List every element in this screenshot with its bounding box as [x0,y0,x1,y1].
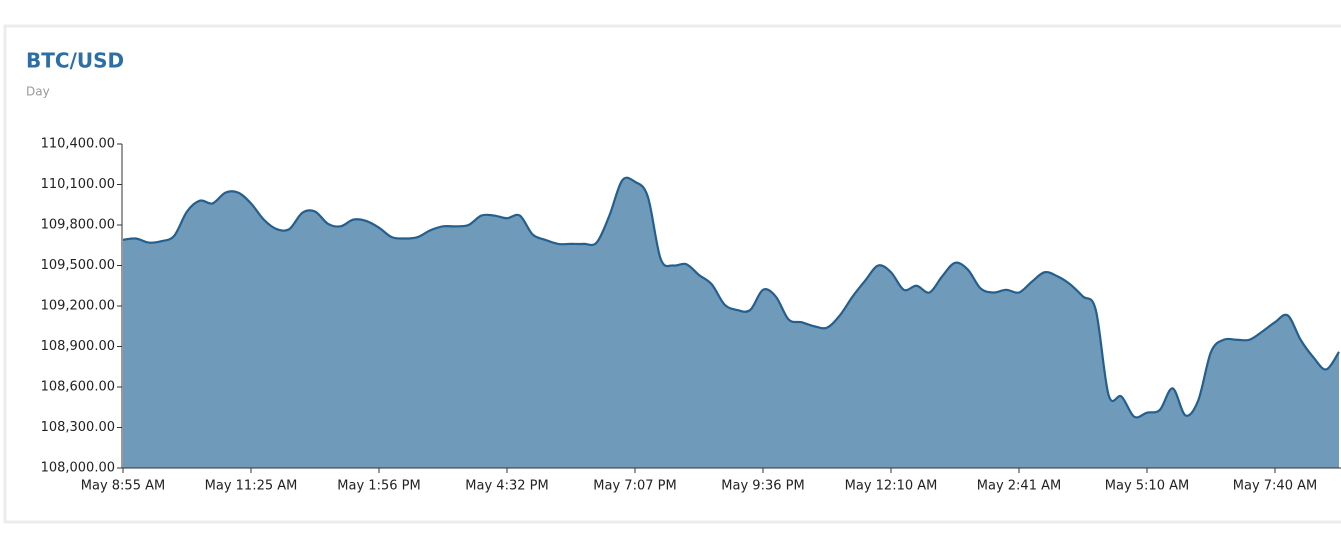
price-line [122,176,1340,419]
y-tick-label: 109,800.00 [41,218,115,233]
chart-title: BTC/USD [26,49,124,73]
y-tick-label: 110,400.00 [41,137,115,152]
y-tick-label: 109,200.00 [41,299,115,314]
y-tick-label: 108,600.00 [41,380,115,395]
y-tick-label: 109,500.00 [41,258,115,273]
y-tick-label: 108,300.00 [41,420,115,435]
x-tick-label: May 12:10 AM [845,479,938,494]
x-tick-label: May 5:10 AM [1105,479,1189,494]
x-tick-label: May 4:32 PM [465,479,548,494]
x-tick-label: May 2:41 AM [977,479,1061,494]
area-fill [123,177,1339,468]
x-tick-label: May 9:36 PM [721,479,804,494]
x-tick-label: May 8:55 AM [81,479,165,494]
y-tick-label: 108,000.00 [41,461,115,476]
y-tick-label: 110,100.00 [41,177,115,192]
x-tick-label: May 7:07 PM [593,479,676,494]
x-tick-label: May 1:56 PM [337,479,420,494]
chart-subtitle: Day [26,85,50,99]
x-tick-label: May 7:40 AM [1233,479,1317,494]
y-tick-label: 108,900.00 [41,339,115,354]
x-tick-label: May 11:25 AM [205,479,298,494]
